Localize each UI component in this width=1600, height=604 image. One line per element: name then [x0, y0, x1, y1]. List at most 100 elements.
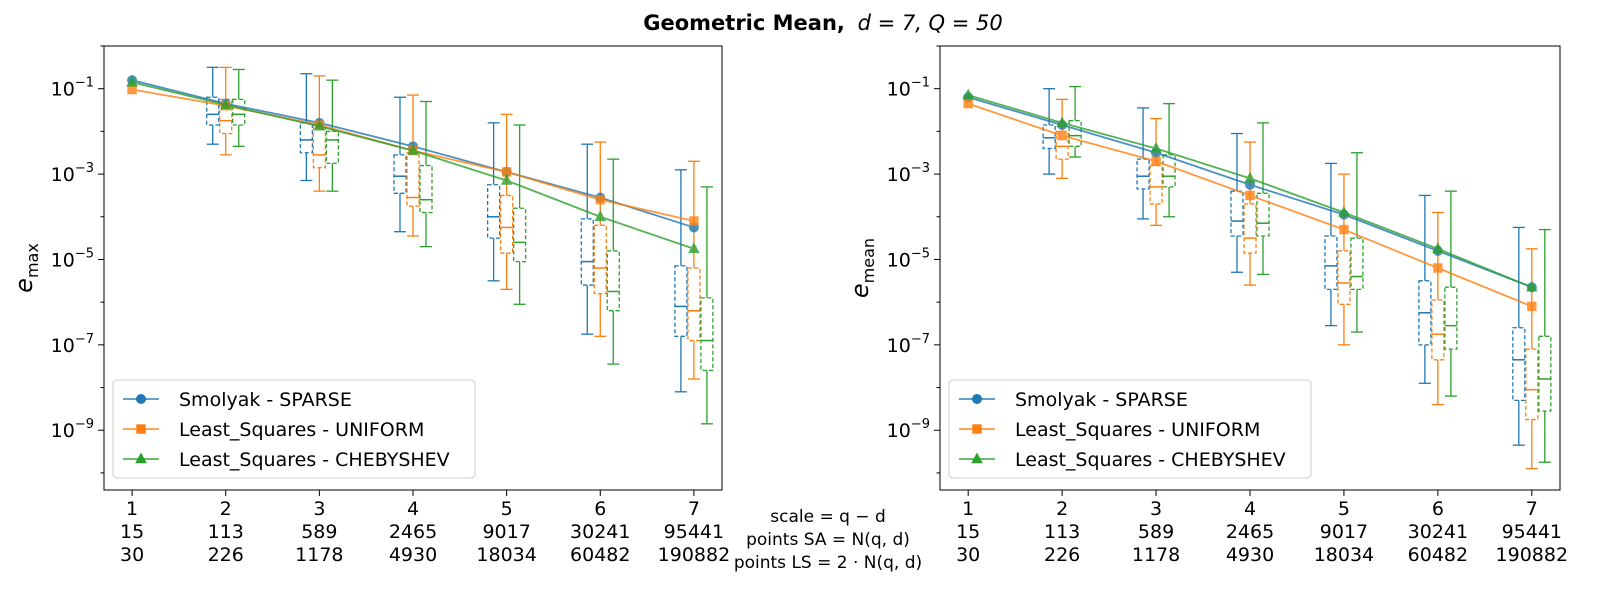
box-iqr	[1042, 124, 1056, 150]
series-point	[1525, 280, 1538, 292]
box-iqr	[1512, 327, 1526, 401]
box-iqr	[606, 250, 620, 312]
series-point	[407, 144, 419, 155]
figure-title-math: d = 7, Q = 50	[858, 11, 1003, 35]
box-1-x3	[299, 73, 314, 182]
box-3-x2	[232, 68, 246, 147]
box-iqr	[325, 130, 340, 165]
box-iqr	[219, 98, 233, 135]
series-point	[594, 210, 607, 222]
box-iqr	[1538, 335, 1552, 412]
x-tick-label-row2: 113	[208, 521, 244, 543]
box-3-x4	[419, 100, 433, 248]
box-2-x6	[593, 141, 607, 337]
y-tick-exponent: −9	[75, 417, 94, 432]
x-tick-label-row1: 3	[313, 498, 325, 520]
box-1-x6	[580, 143, 594, 335]
box-1-x5	[1324, 162, 1338, 327]
y-axis-label-sub: mean	[859, 238, 878, 283]
x-tick-label-row1: 7	[688, 498, 700, 520]
y-axis-label: emean	[846, 238, 878, 298]
box-iqr	[1337, 250, 1351, 305]
x-tick-label-row3: 60482	[1408, 544, 1468, 566]
legend-marker	[971, 452, 983, 464]
series-point	[963, 98, 973, 109]
box-iqr	[1525, 348, 1539, 421]
box-1-x4	[393, 96, 407, 233]
x-tick-label-row3: 1178	[1132, 544, 1180, 566]
box-3-x4	[1256, 122, 1270, 276]
x-tick-label-row1: 5	[1338, 498, 1350, 520]
series-point	[689, 216, 699, 226]
box-2-x5	[499, 113, 514, 290]
box-iqr	[486, 184, 501, 239]
y-tick-label: 10−3	[51, 161, 94, 186]
series-3	[126, 75, 700, 254]
box-2-x3	[1149, 117, 1163, 226]
box-3-x6	[1444, 190, 1458, 397]
x-tick-label-row2: 2465	[1226, 521, 1274, 543]
box-iqr	[700, 297, 714, 372]
box-2-x7	[687, 160, 701, 380]
box-iqr	[1162, 154, 1176, 188]
box-iqr	[593, 224, 607, 295]
box-iqr	[1243, 203, 1257, 254]
y-tick-exponent: −1	[75, 76, 94, 91]
series-point	[1056, 116, 1068, 128]
series-point	[962, 88, 975, 100]
legend-marker	[135, 452, 147, 464]
x-tick-label-row3: 226	[208, 544, 244, 566]
box-3-x5	[512, 124, 527, 305]
x-tick-label-row3: 60482	[570, 544, 630, 566]
box-2-x2	[219, 66, 233, 156]
x-tick-label-row2: 9017	[1320, 521, 1368, 543]
box-iqr	[1431, 299, 1445, 361]
box-iqr	[580, 218, 594, 286]
series-point	[1433, 263, 1443, 273]
legend-marker	[972, 394, 982, 404]
box-iqr	[1055, 130, 1069, 160]
x-tick-label-row3: 1178	[295, 544, 343, 566]
box-iqr	[1256, 192, 1270, 237]
legend-marker	[136, 424, 146, 434]
x-tick-label-row3: 190882	[658, 544, 731, 566]
series-point	[313, 119, 326, 131]
legend-label: Least_Squares - CHEBYSHEV	[179, 449, 450, 471]
box-3-x7	[1538, 228, 1552, 463]
box-3-x3	[325, 79, 340, 192]
series-point	[1432, 242, 1444, 254]
series-point	[688, 242, 700, 254]
x-tick-label-row2: 9017	[482, 521, 530, 543]
y-tick-label: 10−5	[887, 246, 930, 271]
box-2-x3	[312, 75, 327, 192]
x-tick-label-row1: 6	[1432, 498, 1444, 520]
y-tick-label: 10−7	[51, 332, 94, 357]
box-1-x7	[674, 169, 688, 393]
box-2-x4	[1243, 141, 1257, 286]
series-point	[127, 84, 137, 95]
box-iqr	[687, 267, 701, 342]
box-iqr	[512, 207, 527, 263]
series-2	[963, 98, 1537, 312]
x-tick-label-row3: 226	[1044, 544, 1080, 566]
center-label-scale: scale = q − d	[770, 507, 886, 527]
y-axis-label-sub: max	[23, 243, 42, 278]
x-tick-label-row3: 18034	[476, 544, 536, 566]
box-1-x2	[206, 66, 220, 145]
legend-label: Least_Squares - UNIFORM	[1015, 419, 1260, 441]
legend-marker	[136, 394, 146, 404]
x-tick-label-row1: 5	[501, 498, 513, 520]
plots-group: 10−110−310−510−710−9emax1153021132263589…	[10, 45, 1568, 566]
x-tick-label-row1: 2	[220, 498, 232, 520]
legend-box	[112, 379, 476, 479]
box-2-x6	[1431, 211, 1445, 406]
box-1-x6	[1418, 194, 1432, 384]
box-1-x5	[486, 122, 501, 282]
x-tick-label-row2: 95441	[664, 521, 724, 543]
box-iqr	[299, 122, 314, 154]
x-tick-label-row2: 15	[956, 521, 980, 543]
y-tick-exponent: −5	[911, 246, 930, 261]
